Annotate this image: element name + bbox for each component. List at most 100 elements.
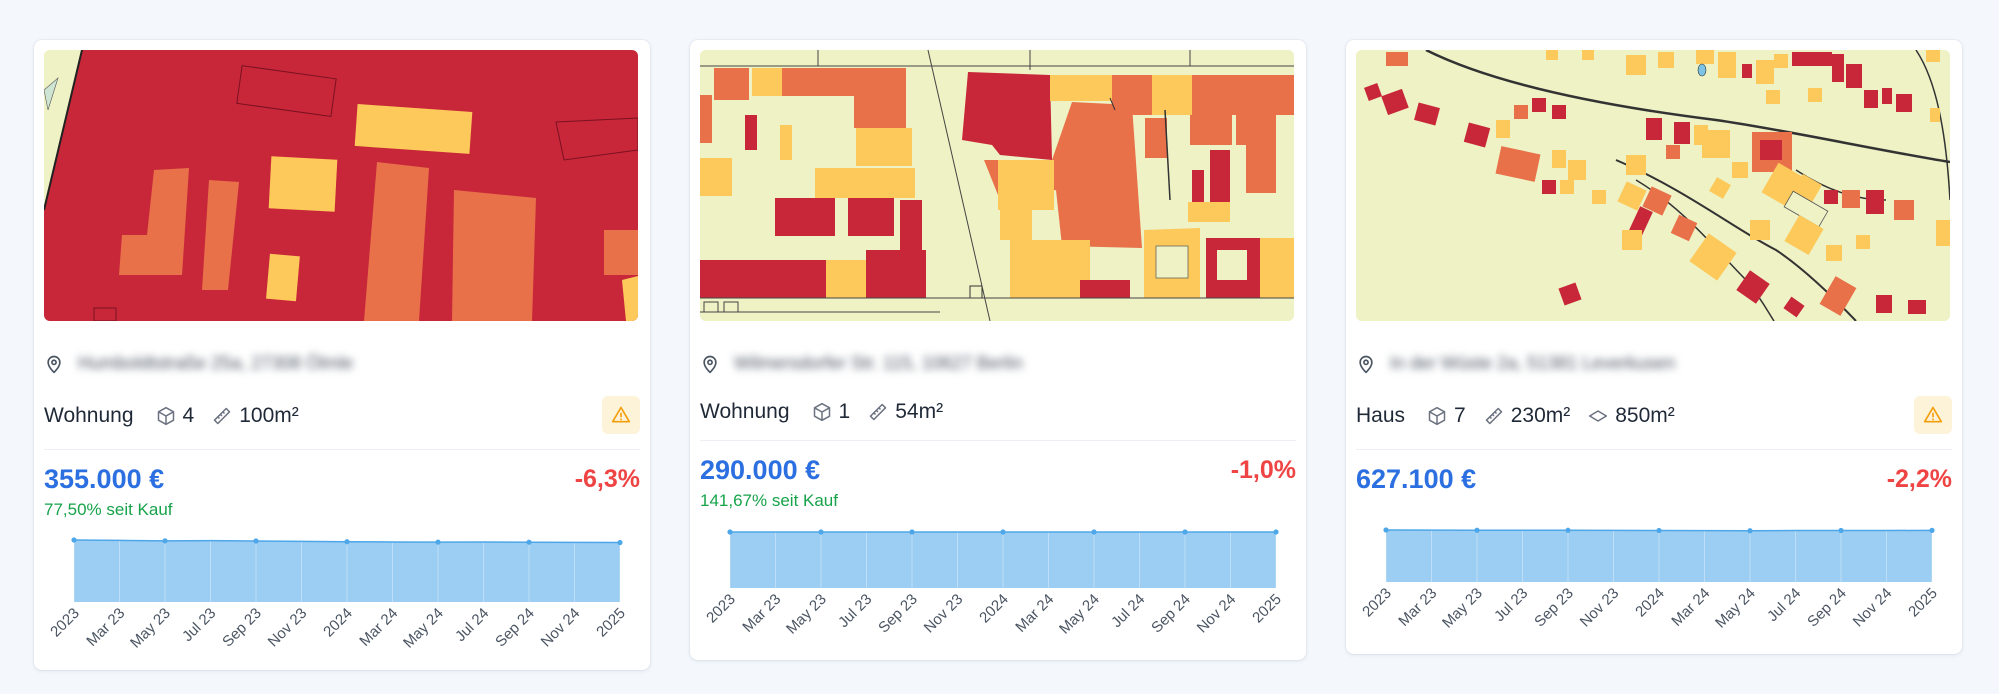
chart-point: [253, 538, 259, 544]
property-map-2[interactable]: [700, 50, 1294, 321]
price-delta: -6,3%: [574, 465, 640, 493]
living-area-fact: 100m²: [212, 404, 299, 428]
divider: [700, 440, 1296, 441]
chart-xtick-label: Jul 23: [1491, 585, 1531, 625]
rooms-fact: 1: [812, 400, 851, 424]
since-purchase: 141,67% seit Kauf: [700, 491, 838, 510]
chart-xtick-label: 2025: [593, 605, 629, 641]
chart-xtick-label: Nov 24: [1194, 591, 1240, 637]
address-row: In der Wüste 2a, 51381 Leverkusen: [1356, 353, 1675, 374]
chart-area: [1386, 530, 1932, 582]
chart-xtick-label: Sep 24: [492, 605, 538, 651]
chart-area: [74, 540, 620, 602]
living-area-value: 230m²: [1510, 404, 1571, 427]
address-text: Humboldtstraße 25a, 27308 Ölmle: [78, 353, 354, 373]
rooms-fact: 4: [156, 404, 195, 428]
facts-row: Haus 7 230m² 850m²: [1356, 396, 1952, 434]
chart-point: [1091, 529, 1097, 535]
cube-icon: [1428, 406, 1446, 426]
chart-point: [1838, 527, 1844, 534]
chart-xtick-label: 2023: [47, 605, 83, 641]
property-map-1[interactable]: [44, 50, 638, 321]
chart-xtick-label: Sep 24: [1148, 591, 1194, 637]
chart-xtick-label: 2024: [1632, 585, 1668, 621]
rooms-value: 1: [838, 400, 851, 423]
living-area-value: 54m²: [895, 400, 944, 423]
property-type: Haus: [1356, 404, 1406, 427]
chart-xtick-label: Sep 24: [1804, 585, 1850, 631]
chart-point: [1747, 528, 1753, 534]
chart-point: [1929, 527, 1935, 533]
chart-xtick-label: Nov 24: [538, 605, 584, 651]
chart-xtick-label: Nov 24: [1850, 585, 1896, 631]
living-area-fact: 230m²: [1484, 404, 1571, 428]
warning-badge[interactable]: [602, 396, 640, 434]
chart-xtick-label: May 23: [1439, 585, 1486, 632]
warning-badge[interactable]: [1914, 396, 1952, 434]
chart-point: [818, 529, 824, 535]
map-pin-icon: [47, 355, 61, 373]
plot-area-fact: 850m²: [1588, 404, 1675, 428]
chart-xtick-label: Nov 23: [265, 605, 311, 651]
chart-point: [1383, 527, 1389, 533]
chart-xtick-label: 2024: [320, 605, 356, 641]
chart-xtick-label: Sep 23: [875, 591, 921, 637]
chart-xtick-label: May 24: [1712, 585, 1759, 632]
property-card-2[interactable]: Wilmersdorfer Str. 115, 10627 Berlin Woh…: [690, 40, 1306, 660]
chart-point: [344, 539, 350, 545]
price-value: 290.000 €: [700, 455, 821, 485]
divider: [44, 449, 640, 450]
map-pin-icon: [1359, 355, 1373, 373]
chart-xtick-label: Mar 23: [739, 591, 784, 636]
cube-icon: [813, 402, 830, 422]
rooms-fact: 7: [1427, 404, 1466, 428]
address-row: Humboldtstraße 25a, 27308 Ölmle: [44, 353, 353, 374]
price-delta: -1,0%: [1230, 456, 1296, 484]
warning-triangle-icon: [1923, 406, 1943, 423]
map-pin-icon: [703, 355, 717, 373]
facts-row: Wohnung 4 100m²: [44, 396, 640, 434]
chart-xtick-label: 2024: [976, 591, 1012, 627]
property-type: Wohnung: [44, 404, 134, 427]
chart-point: [617, 539, 623, 546]
chart-xtick-label: Jul 24: [1108, 591, 1148, 631]
chart-point: [162, 538, 168, 544]
price-value: 355.000 €: [44, 464, 165, 494]
chart-point: [909, 529, 915, 535]
living-area-value: 100m²: [239, 404, 299, 427]
address-row: Wilmersdorfer Str. 115, 10627 Berlin: [700, 353, 1023, 374]
chart-xtick-label: Mar 23: [83, 605, 128, 650]
rooms-value: 4: [182, 404, 195, 427]
property-map-3[interactable]: [1356, 50, 1950, 321]
cube-icon: [157, 406, 174, 426]
chart-xtick-label: May 24: [1056, 591, 1103, 638]
chart-xtick-label: Jul 24: [1764, 585, 1804, 625]
chart-point: [1000, 529, 1006, 535]
facts-row: Wohnung 1 54m²: [700, 400, 1296, 424]
chart-xtick-label: May 24: [400, 605, 447, 652]
ruler-icon: [869, 403, 887, 421]
warning-triangle-icon: [611, 406, 631, 423]
address-text: Wilmersdorfer Str. 115, 10627 Berlin: [734, 353, 1023, 373]
chart-xtick-label: 2025: [1905, 585, 1941, 621]
chart-point: [526, 539, 532, 545]
chart-xtick-label: May 23: [127, 605, 174, 652]
chart-point: [1182, 529, 1188, 535]
ruler-icon: [213, 407, 231, 425]
chart-xtick-label: Mar 24: [1668, 585, 1713, 630]
chart-xtick-label: May 23: [783, 591, 830, 638]
chart-xtick-label: Mar 24: [1012, 591, 1057, 636]
property-card-1[interactable]: Humboldtstraße 25a, 27308 Ölmle Wohnung …: [34, 40, 650, 670]
chart-point: [1565, 527, 1571, 533]
chart-xtick-label: Nov 23: [1577, 585, 1623, 631]
rooms-value: 7: [1454, 404, 1466, 427]
address-text: In der Wüste 2a, 51381 Leverkusen: [1390, 353, 1676, 373]
chart-point: [71, 537, 77, 543]
property-card-3[interactable]: In der Wüste 2a, 51381 Leverkusen Haus 7…: [1346, 40, 1962, 654]
chart-xtick-label: Mar 24: [356, 605, 401, 650]
plot-area-value: 850m²: [1615, 404, 1675, 427]
ruler-icon: [1485, 407, 1502, 425]
